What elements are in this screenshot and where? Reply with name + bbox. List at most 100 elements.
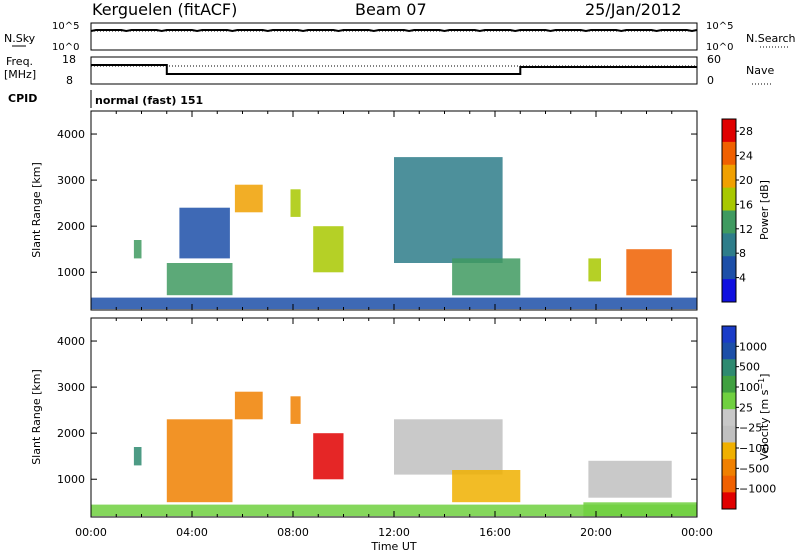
freq-right-tick-top: 60 <box>707 53 721 66</box>
x-tick-label: 00:00 <box>681 526 713 539</box>
colorbar-tick-label: 500 <box>739 361 760 374</box>
echo-region <box>452 258 521 296</box>
y-tick-label: 4000 <box>57 335 85 348</box>
echo-region <box>394 419 503 475</box>
colorbar-tick-label: −1000 <box>739 483 776 496</box>
noise-sky-line <box>90 29 698 33</box>
echo-region <box>234 391 263 420</box>
echo-region <box>166 263 233 296</box>
cpid-value: normal (fast) 151 <box>95 94 203 107</box>
echo-region <box>313 226 344 273</box>
colorbar-segment <box>722 164 736 189</box>
colorbar-segment <box>722 233 736 257</box>
x-tick-label: 16:00 <box>479 526 511 539</box>
velocity-panel: 1000 2000 3000 4000 Slant Range [km] 1000 50… <box>30 317 776 518</box>
echo-region <box>133 240 142 259</box>
y-tick-label: 1000 <box>57 473 85 486</box>
freq-left-label: Freq. <box>6 55 33 68</box>
colorbar-tick-label: 12 <box>739 223 753 236</box>
colorbar-frame <box>721 325 737 510</box>
velocity-marks <box>91 391 697 517</box>
noise-panel-frame <box>90 22 698 51</box>
colorbar-tick-label: 20 <box>739 174 753 187</box>
x-tick-labels: 00:00 04:00 08:00 12:00 16:00 20:00 00:00 <box>75 526 713 539</box>
noise-left-label: N.Sky <box>4 32 36 45</box>
noise-right-tick-bottom: 10^0 <box>706 42 733 53</box>
echo-region <box>133 447 142 466</box>
x-tick-label: 20:00 <box>580 526 612 539</box>
velocity-colorbar: 1000 500 100 25 −25 −100 −500 −1000 <box>721 325 776 510</box>
noise-right-label: N.Search <box>746 32 796 45</box>
echo-region <box>588 258 601 282</box>
y-tick-label: 3000 <box>57 381 85 394</box>
y-tick-label: 4000 <box>57 128 85 141</box>
y-tick-label: 2000 <box>57 427 85 440</box>
x-tick-label: 00:00 <box>75 526 107 539</box>
colorbar-segment <box>722 187 736 211</box>
x-tick-label: 08:00 <box>277 526 309 539</box>
colorbar-segment <box>722 326 736 344</box>
colorbar-segment <box>722 459 736 477</box>
power-y-ticks: 1000 2000 3000 4000 <box>57 128 697 279</box>
colorbar-tick-label: 24 <box>739 150 753 163</box>
colorbar-segment <box>722 409 736 427</box>
echo-region <box>313 433 344 480</box>
echo-region <box>290 189 301 217</box>
nave-label: Nave <box>746 64 774 77</box>
colorbar-segment <box>722 392 736 410</box>
x-axis-label: Time UT <box>370 540 416 553</box>
echo-region <box>588 460 672 498</box>
cpid-label: CPID <box>8 92 37 105</box>
colorbar-tick-label: 28 <box>739 125 753 138</box>
colorbar-tick-label: −500 <box>739 462 769 475</box>
colorbar-segment <box>722 425 736 443</box>
echo-region <box>91 297 697 310</box>
colorbar-tick-label: 4 <box>739 272 746 285</box>
colorbar-segment <box>722 279 736 303</box>
power-y-label: Slant Range [km] <box>30 162 43 258</box>
y-tick-label: 1000 <box>57 266 85 279</box>
colorbar-tick-label: 1000 <box>739 340 767 353</box>
colorbar-tick-label: −25 <box>739 422 762 435</box>
echo-region <box>234 184 263 213</box>
power-x-ticks <box>90 111 698 310</box>
frequency-line <box>91 64 697 75</box>
power-marks <box>91 157 697 310</box>
x-tick-label: 12:00 <box>378 526 410 539</box>
station-title: Kerguelen (fitACF) <box>92 0 237 19</box>
echo-region <box>166 419 233 503</box>
colorbar-frame <box>721 118 737 303</box>
power-panel: 1000 2000 3000 4000 Slant Range [km] 4 8 12 16… <box>30 110 771 311</box>
colorbar-tick-label: −100 <box>739 442 769 455</box>
colorbar-tick-label: 100 <box>739 381 760 394</box>
colorbar-segment <box>722 256 736 280</box>
velocity-y-ticks: 1000 2000 3000 4000 <box>57 335 697 486</box>
noise-panel: N.Sky 10^5 10^0 10^5 10^0 N.Search <box>4 21 796 53</box>
colorbar-segment <box>722 375 736 394</box>
colorbar-segment <box>722 475 736 493</box>
x-tick-label: 04:00 <box>176 526 208 539</box>
y-tick-label: 3000 <box>57 174 85 187</box>
date-title: 25/Jan/2012 <box>585 0 682 19</box>
velocity-x-ticks <box>90 318 698 517</box>
colorbar-segment <box>722 119 736 143</box>
velocity-colorbar-label: Velocity [m s−1] <box>757 374 772 461</box>
echo-region <box>583 502 697 517</box>
freq-panel-frame <box>90 56 698 85</box>
freq-right-tick-bottom: 0 <box>707 74 714 87</box>
frequency-panel: Freq. [MHz] 18 8 60 0 Nave <box>4 53 774 87</box>
echo-region <box>626 249 672 296</box>
colorbar-tick-label: 8 <box>739 247 746 260</box>
echo-region <box>290 396 301 424</box>
colorbar-segment <box>722 442 736 460</box>
colorbar-segment <box>722 342 736 360</box>
power-colorbar-label: Power [dB] <box>758 180 771 240</box>
echo-region <box>179 207 230 259</box>
freq-left-unit: [MHz] <box>4 68 36 81</box>
noise-left-tick-top: 10^5 <box>52 21 79 32</box>
velocity-y-label: Slant Range [km] <box>30 369 43 465</box>
noise-right-tick-top: 10^5 <box>706 21 733 32</box>
colorbar-tick-label: 16 <box>739 198 753 211</box>
echo-region <box>452 470 521 503</box>
